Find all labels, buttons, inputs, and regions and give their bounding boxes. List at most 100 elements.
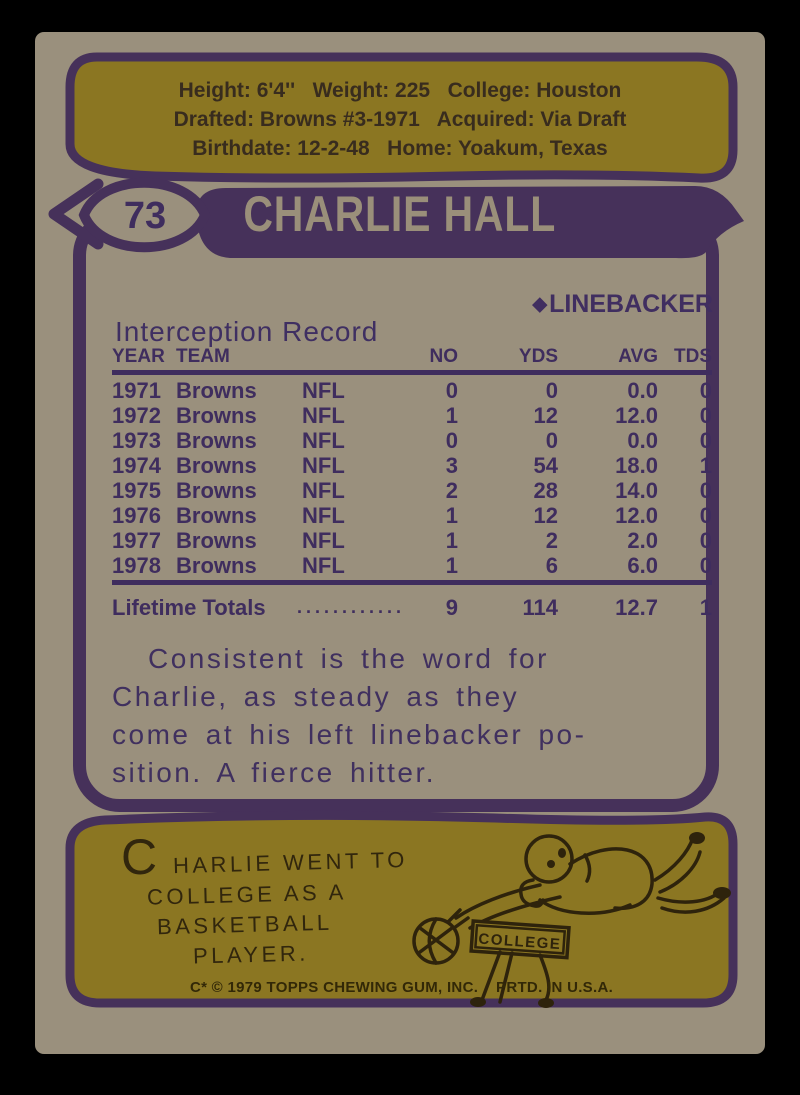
totals-dots: ............	[297, 597, 402, 617]
player-name: CHARLIE HALL	[243, 186, 557, 242]
bio-line-1: Height: 6'4'' Weight: 225 College: Houst…	[178, 79, 622, 102]
stat-year: 1972	[112, 403, 161, 428]
stat-team: Browns	[176, 453, 257, 478]
stat-year: 1973	[112, 428, 161, 453]
totals-no: 9	[445, 595, 458, 620]
stat-team: Browns	[176, 478, 257, 503]
stat-avg: 12.0	[615, 503, 658, 528]
stats-row: 1971 Browns NFL 0 0 0.0 0	[112, 378, 712, 403]
stat-league: NFL	[302, 553, 345, 578]
stat-yds: 12	[533, 403, 558, 428]
totals-tds: 1	[699, 595, 712, 620]
stat-year: 1971	[112, 378, 161, 403]
stats-row: 1977 Browns NFL 1 2 2.0 0	[112, 528, 712, 553]
stat-no: 1	[445, 553, 458, 578]
banner-chevron	[48, 178, 104, 250]
stat-tds: 0	[699, 403, 712, 428]
player-summary: Consistent is the word for Charlie, as s…	[112, 640, 720, 792]
lifetime-totals-row: Lifetime Totals ............ 9 114 12.7 …	[112, 588, 712, 620]
stat-team: Browns	[176, 403, 257, 428]
stat-avg: 6.0	[627, 553, 658, 578]
stat-year: 1978	[112, 553, 161, 578]
stats-row: 1975 Browns NFL 2 28 14.0 0	[112, 478, 712, 503]
stat-league: NFL	[302, 378, 345, 403]
stat-tds: 0	[699, 428, 712, 453]
stat-year: 1975	[112, 478, 161, 503]
stat-league: NFL	[302, 528, 345, 553]
stat-yds: 28	[533, 478, 558, 503]
summary-line: Charlie, as steady as they	[112, 681, 520, 712]
stat-no: 3	[445, 453, 458, 478]
stat-no: 2	[445, 478, 458, 503]
header-tds: TDS	[674, 346, 712, 367]
college-sign-label: COLLEGE	[478, 930, 562, 953]
stat-yds: 2	[545, 528, 558, 553]
stats-row: 1974 Browns NFL 3 54 18.0 1	[112, 453, 712, 478]
bio-panel-text: Height: 6'4'' Weight: 225 College: Houst…	[100, 76, 700, 163]
stat-league: NFL	[302, 403, 345, 428]
stats-row: 1976 Browns NFL 1 12 12.0 0	[112, 503, 712, 528]
stat-yds: 6	[545, 553, 558, 578]
stat-team: Browns	[176, 378, 257, 403]
stat-yds: 12	[533, 503, 558, 528]
stats-row: 1973 Browns NFL 0 0 0.0 0	[112, 428, 712, 453]
header-yds: YDS	[518, 346, 558, 367]
stat-league: NFL	[302, 428, 345, 453]
name-banner	[196, 186, 744, 259]
card-number: 73	[123, 195, 167, 237]
stat-avg: 0.0	[627, 428, 658, 453]
position-text: LINEBACKER	[549, 290, 713, 318]
bio-panel	[65, 52, 738, 183]
totals-label: Lifetime Totals	[112, 595, 266, 620]
stat-team: Browns	[176, 503, 257, 528]
body	[568, 847, 654, 911]
bio-line-3: Birthdate: 12-2-48 Home: Yoakum, Texas	[192, 137, 608, 160]
belly	[538, 898, 632, 915]
stats-row: 1978 Browns NFL 1 6 6.0 0	[112, 553, 712, 578]
bio-line-2: Drafted: Browns #3-1971 Acquired: Via Dr…	[173, 108, 627, 131]
stat-avg: 0.0	[627, 378, 658, 403]
trading-card-back: COLLEGE Height: 6'4'' Weight: 225 Colleg…	[35, 32, 765, 1054]
position-label: ◆LINEBACKER	[435, 290, 713, 319]
stats-title: Interception Record	[115, 316, 379, 347]
stat-tds: 0	[699, 478, 712, 503]
stat-avg: 18.0	[615, 453, 658, 478]
stat-yds: 0	[545, 378, 558, 403]
card-decorations: COLLEGE	[48, 52, 744, 1008]
face	[519, 878, 545, 908]
totals-yds: 114	[522, 595, 559, 620]
stat-tds: 0	[699, 378, 712, 403]
stat-avg: 14.0	[615, 478, 658, 503]
stat-tds: 0	[699, 528, 712, 553]
stat-yds: 0	[545, 428, 558, 453]
hand	[446, 908, 470, 930]
stat-team: Browns	[176, 553, 257, 578]
stats-row: 1972 Browns NFL 1 12 12.0 0	[112, 403, 712, 428]
helmet-icon	[524, 834, 574, 884]
header-spacer	[302, 346, 402, 368]
stat-team: Browns	[176, 528, 257, 553]
stat-yds: 54	[533, 453, 558, 478]
table-rule-top	[112, 370, 712, 375]
stat-tds: 1	[699, 453, 712, 478]
interception-table: YEAR TEAM NO YDS AVG TDS 1971 Browns NFL…	[112, 346, 712, 620]
sign-legs	[480, 950, 551, 1004]
number-lens	[78, 177, 211, 253]
stat-year: 1974	[112, 453, 161, 478]
cartoon-panel	[65, 810, 738, 1008]
stat-tds: 0	[699, 553, 712, 578]
stat-league: NFL	[302, 503, 345, 528]
stat-avg: 12.0	[615, 403, 658, 428]
stat-year: 1976	[112, 503, 161, 528]
stat-no: 0	[445, 428, 458, 453]
table-header-row: YEAR TEAM NO YDS AVG TDS	[112, 346, 712, 368]
stat-no: 1	[445, 528, 458, 553]
copyright-line: C* © 1979 TOPPS CHEWING GUM, INC. PRTD. …	[189, 979, 614, 996]
header-no: NO	[429, 346, 459, 367]
stat-tds: 0	[699, 503, 712, 528]
summary-line: Consistent is the word for	[148, 643, 549, 674]
cartoon-illustration: COLLEGE	[412, 832, 731, 1008]
stat-league: NFL	[302, 453, 345, 478]
summary-line: come at his left linebacker po-	[112, 719, 587, 750]
